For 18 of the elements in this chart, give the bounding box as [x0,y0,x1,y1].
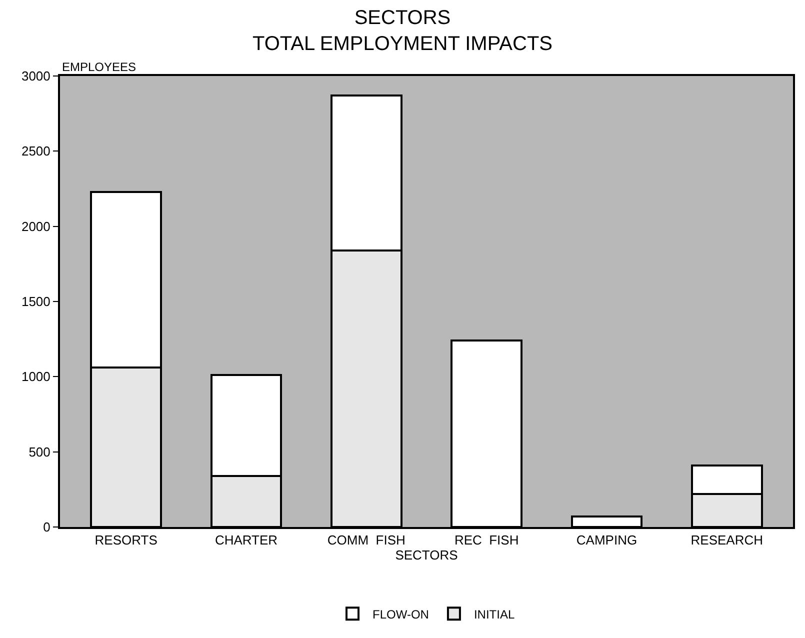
y-tick-label: 0 [43,520,50,535]
x-tick-label: CHARTER [214,532,278,548]
y-tick-label: 1000 [21,369,50,384]
chart-title: SECTORS TOTAL EMPLOYMENT IMPACTS [252,7,553,55]
legend-label: FLOW-ON [372,607,429,622]
y-tick-label: 3000 [21,68,50,84]
y-tick-label: 2500 [21,144,50,159]
legend-label: INITIAL [474,607,515,622]
x-axis-title: SECTORS [395,548,458,563]
x-tick-label: RESEARCH [690,532,764,548]
x-tick-label: RESORTS [94,532,158,548]
y-tick-label: 2000 [21,218,50,234]
y-tick-label: 1500 [21,294,50,310]
x-tick-label: CAMPING [576,532,638,548]
x-tick-label: COMM FISH [327,532,406,548]
y-tick-label: 500 [28,444,50,460]
x-tick-label: REC FISH [454,532,519,548]
y-axis-title: EMPLOYEES [62,60,136,74]
